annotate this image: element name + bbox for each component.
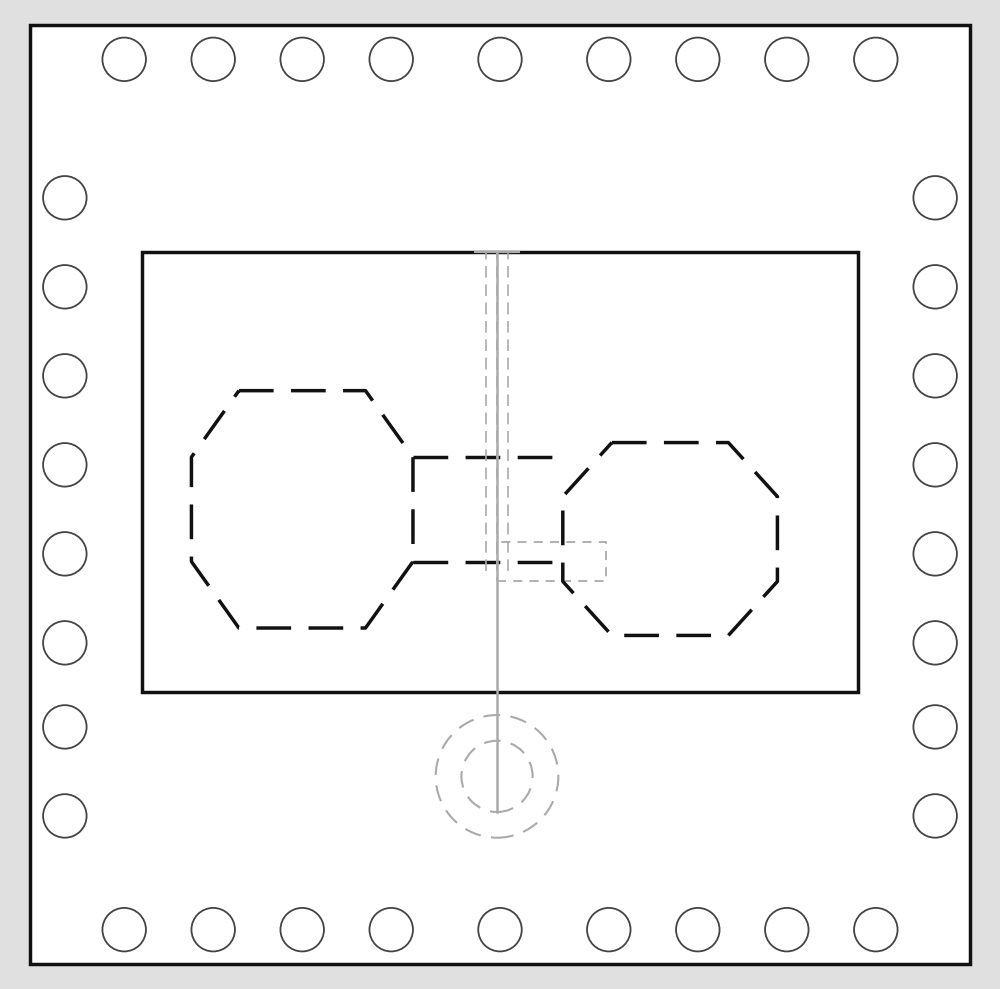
Circle shape: [913, 794, 957, 838]
Circle shape: [102, 908, 146, 951]
Circle shape: [369, 38, 413, 81]
Circle shape: [43, 532, 87, 576]
Circle shape: [676, 908, 720, 951]
Circle shape: [43, 176, 87, 220]
Circle shape: [478, 38, 522, 81]
Circle shape: [913, 705, 957, 749]
Circle shape: [587, 38, 631, 81]
Circle shape: [43, 354, 87, 398]
Circle shape: [191, 908, 235, 951]
Circle shape: [43, 265, 87, 309]
Circle shape: [43, 443, 87, 487]
Circle shape: [478, 908, 522, 951]
Circle shape: [854, 908, 898, 951]
Bar: [497, 542, 606, 582]
Circle shape: [102, 38, 146, 81]
Circle shape: [765, 908, 809, 951]
Circle shape: [191, 38, 235, 81]
Circle shape: [913, 621, 957, 665]
Circle shape: [43, 794, 87, 838]
Circle shape: [280, 908, 324, 951]
Circle shape: [913, 176, 957, 220]
Circle shape: [913, 354, 957, 398]
Circle shape: [676, 38, 720, 81]
Circle shape: [913, 443, 957, 487]
Circle shape: [587, 908, 631, 951]
Circle shape: [280, 38, 324, 81]
Circle shape: [43, 705, 87, 749]
Circle shape: [854, 38, 898, 81]
Circle shape: [765, 38, 809, 81]
Circle shape: [913, 532, 957, 576]
Circle shape: [369, 908, 413, 951]
Circle shape: [913, 265, 957, 309]
Circle shape: [43, 621, 87, 665]
Bar: [142, 252, 858, 692]
